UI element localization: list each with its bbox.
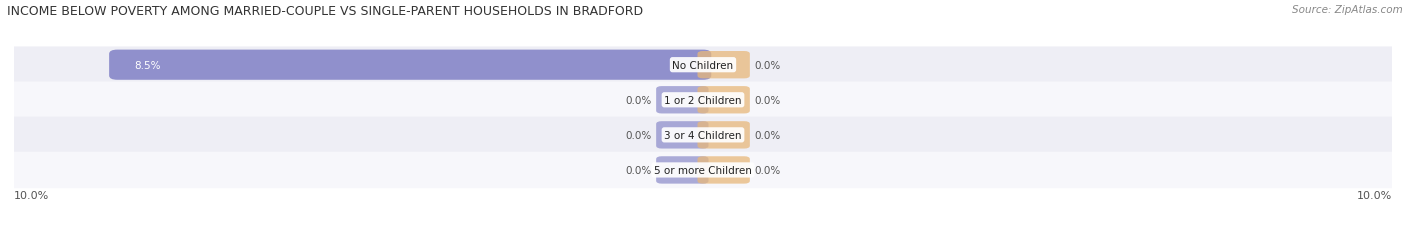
- Text: 10.0%: 10.0%: [14, 191, 49, 201]
- Text: 0.0%: 0.0%: [755, 165, 780, 175]
- Text: INCOME BELOW POVERTY AMONG MARRIED-COUPLE VS SINGLE-PARENT HOUSEHOLDS IN BRADFOR: INCOME BELOW POVERTY AMONG MARRIED-COUPL…: [7, 5, 643, 18]
- FancyBboxPatch shape: [697, 157, 749, 184]
- Text: 8.5%: 8.5%: [135, 61, 162, 70]
- Text: 0.0%: 0.0%: [626, 95, 651, 105]
- FancyBboxPatch shape: [697, 52, 749, 79]
- Text: 1 or 2 Children: 1 or 2 Children: [664, 95, 742, 105]
- FancyBboxPatch shape: [11, 152, 1395, 188]
- FancyBboxPatch shape: [11, 82, 1395, 119]
- FancyBboxPatch shape: [657, 87, 709, 114]
- FancyBboxPatch shape: [11, 117, 1395, 153]
- Text: 0.0%: 0.0%: [626, 130, 651, 140]
- Text: 0.0%: 0.0%: [755, 95, 780, 105]
- FancyBboxPatch shape: [11, 47, 1395, 84]
- Text: Source: ZipAtlas.com: Source: ZipAtlas.com: [1292, 5, 1403, 15]
- FancyBboxPatch shape: [697, 87, 749, 114]
- FancyBboxPatch shape: [110, 50, 711, 80]
- Text: 10.0%: 10.0%: [1357, 191, 1392, 201]
- Text: 0.0%: 0.0%: [755, 130, 780, 140]
- Text: 0.0%: 0.0%: [755, 61, 780, 70]
- Text: 3 or 4 Children: 3 or 4 Children: [664, 130, 742, 140]
- Text: 0.0%: 0.0%: [626, 165, 651, 175]
- FancyBboxPatch shape: [697, 122, 749, 149]
- Text: No Children: No Children: [672, 61, 734, 70]
- FancyBboxPatch shape: [657, 122, 709, 149]
- FancyBboxPatch shape: [657, 157, 709, 184]
- Text: 5 or more Children: 5 or more Children: [654, 165, 752, 175]
